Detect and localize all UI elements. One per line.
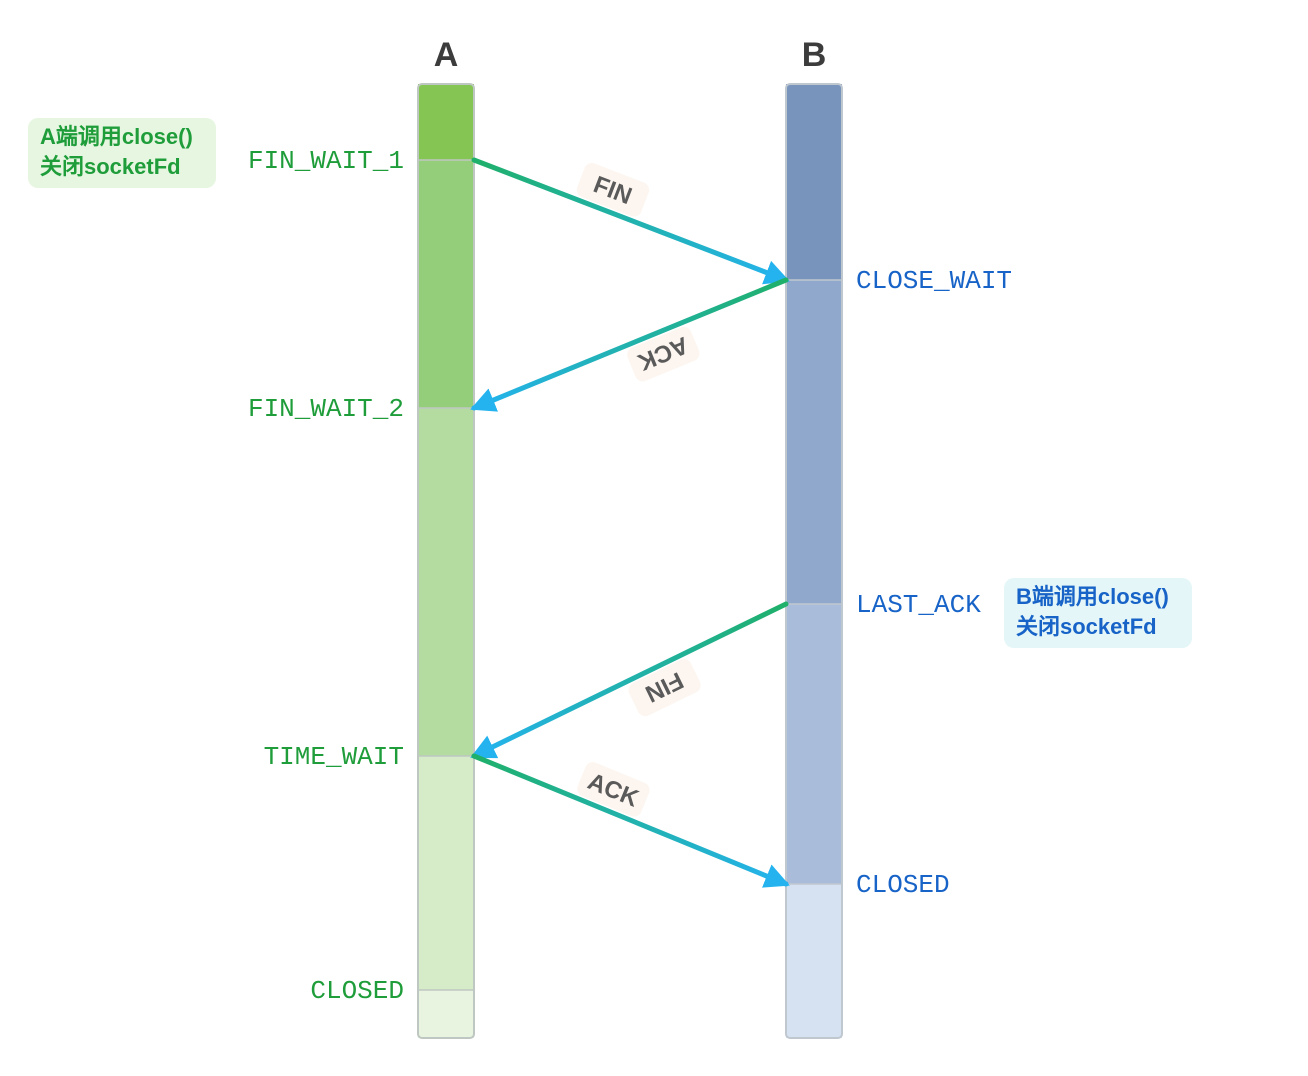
note-a: A端调用close() 关闭socketFd bbox=[28, 118, 216, 188]
note-line: 关闭socketFd bbox=[40, 154, 181, 179]
column-b-segment bbox=[786, 84, 842, 280]
column-header-a: A bbox=[434, 36, 459, 74]
state-label-b: CLOSE_WAIT bbox=[856, 266, 1012, 296]
column-b-segment bbox=[786, 280, 842, 604]
note-b: B端调用close() 关闭socketFd bbox=[1004, 578, 1192, 648]
column-a-segment bbox=[418, 160, 474, 408]
column-a-segment bbox=[418, 990, 474, 1038]
column-b-segment bbox=[786, 604, 842, 884]
column-a-segment bbox=[418, 756, 474, 990]
column-header-b: B bbox=[802, 36, 827, 74]
column-b-segment bbox=[786, 884, 842, 1038]
column-a-segment bbox=[418, 84, 474, 160]
state-label-a: FIN_WAIT_2 bbox=[248, 394, 404, 424]
note-line: A端调用close() bbox=[40, 124, 193, 149]
state-label-b: LAST_ACK bbox=[856, 590, 981, 620]
state-label-a: FIN_WAIT_1 bbox=[248, 146, 404, 176]
note-line: B端调用close() bbox=[1016, 584, 1169, 609]
state-label-a: CLOSED bbox=[310, 976, 404, 1006]
column-a-segment bbox=[418, 408, 474, 756]
state-label-a: TIME_WAIT bbox=[264, 742, 404, 772]
note-line: 关闭socketFd bbox=[1016, 614, 1157, 639]
state-label-b: CLOSED bbox=[856, 870, 950, 900]
